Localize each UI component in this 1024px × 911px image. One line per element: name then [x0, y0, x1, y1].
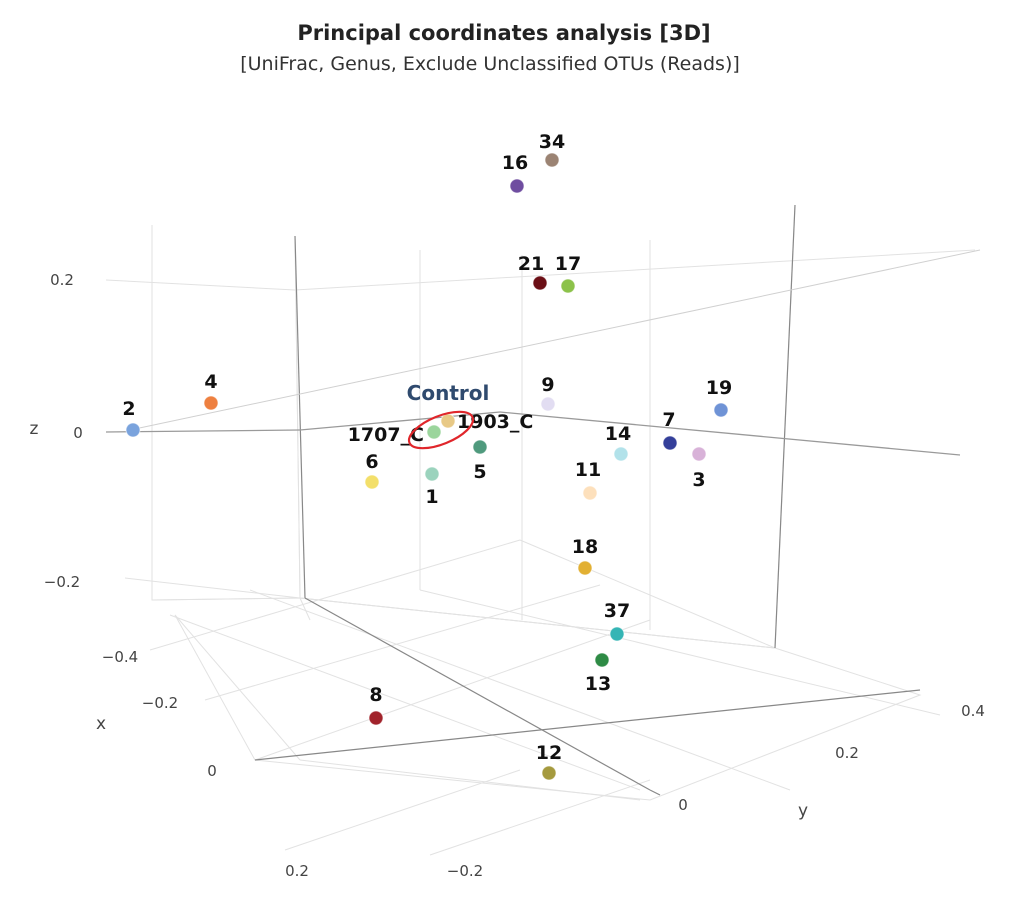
z-tick-label: 0.2 — [50, 271, 74, 289]
zero-plane-right — [499, 411, 961, 456]
x-tick-label: 0 — [207, 762, 217, 780]
x-tick-label: −0.4 — [102, 648, 138, 666]
grid-edge-1 — [299, 597, 311, 621]
point-label-1: 1 — [425, 486, 438, 508]
point-label-8: 8 — [369, 684, 382, 706]
floor-front-axis — [254, 689, 921, 761]
point-label-11: 11 — [575, 459, 601, 481]
point-label-18: 18 — [572, 536, 598, 558]
floor-plane — [151, 597, 922, 801]
grid-z-m02-left — [124, 577, 301, 599]
axis-ticks: 0.2 0 −0.2 −0.4 −0.2 0 0.2 −0.2 0 0.2 0.4 z x y — [30, 271, 985, 880]
control-label: Control — [407, 381, 490, 405]
grid-floor-7 — [519, 539, 776, 649]
z-axis-title: z — [30, 419, 39, 439]
point-21 — [532, 275, 548, 291]
x-axis-title: x — [96, 714, 106, 734]
y-tick-label: −0.2 — [447, 862, 483, 880]
point-14 — [613, 446, 629, 462]
point-label-7: 7 — [662, 409, 675, 431]
control-annotation: Control — [407, 381, 490, 450]
point-11 — [582, 485, 598, 501]
point-19 — [713, 402, 729, 418]
point-label-13: 13 — [585, 673, 611, 695]
grid-floor-6 — [419, 589, 941, 716]
grid-z-02-left — [105, 279, 296, 291]
point-label-4: 4 — [204, 371, 217, 393]
point-label-9: 9 — [541, 374, 554, 396]
point-label-3: 3 — [692, 469, 705, 491]
point-label-6: 6 — [365, 451, 378, 473]
point-label-34: 34 — [539, 131, 565, 153]
chart-subtitle: [UniFrac, Genus, Exclude Unclassified OT… — [240, 53, 740, 75]
point-6 — [364, 474, 380, 490]
grid-edge-2 — [174, 614, 301, 761]
vertical-axis-right — [774, 204, 796, 649]
point-4 — [203, 395, 219, 411]
point-18 — [577, 560, 593, 576]
point-label-19: 19 — [706, 377, 732, 399]
point-label-14: 14 — [605, 423, 631, 445]
y-tick-label: 0.2 — [835, 744, 859, 762]
point-1903_C — [440, 413, 456, 429]
point-label-5: 5 — [473, 461, 486, 483]
plot-scene — [105, 204, 981, 856]
point-7 — [662, 435, 678, 451]
z-tick-label: 0 — [73, 424, 83, 442]
zero-plane-mid — [299, 411, 501, 431]
point-17 — [560, 278, 576, 294]
point-37 — [609, 626, 625, 642]
chart-title: Principal coordinates analysis [3D] — [297, 21, 710, 45]
z-tick-label: −0.2 — [44, 573, 80, 591]
point-2 — [125, 422, 141, 438]
grid-floor-9 — [284, 769, 521, 851]
point-9 — [540, 396, 556, 412]
point-8 — [368, 710, 384, 726]
grid-z-02-right — [294, 249, 976, 291]
back-wall-left — [151, 225, 301, 601]
point-label-1707_C: 1707_C — [348, 424, 424, 446]
point-16 — [509, 178, 525, 194]
y-tick-label: 0.4 — [961, 702, 985, 720]
control-ring — [407, 410, 475, 450]
y-axis-title: y — [798, 801, 808, 821]
grid-floor-3 — [254, 619, 651, 761]
grid-floor-10 — [429, 779, 651, 856]
point-label-1903_C: 1903_C — [457, 411, 533, 433]
grid-floor-8 — [299, 759, 641, 801]
y-tick-label: 0 — [678, 796, 688, 814]
point-3 — [691, 446, 707, 462]
point-label-12: 12 — [536, 742, 562, 764]
point-label-17: 17 — [555, 253, 581, 275]
point-1 — [424, 466, 440, 482]
point-12 — [541, 765, 557, 781]
point-13 — [594, 652, 610, 668]
point-label-2: 2 — [122, 398, 135, 420]
grid-floor-5 — [249, 589, 791, 791]
point-label-37: 37 — [604, 600, 630, 622]
grid-floor-2 — [204, 584, 601, 701]
floor-corner — [649, 789, 661, 796]
grid-floor-4 — [169, 614, 641, 791]
grid-z-m02-right — [299, 597, 776, 649]
top-edge-line — [129, 249, 981, 431]
point-label-16: 16 — [502, 152, 528, 174]
point-label-21: 21 — [518, 253, 544, 275]
point-34 — [544, 152, 560, 168]
grid-floor-1 — [149, 539, 521, 651]
point-1707_C — [426, 424, 442, 440]
vertical-axis-left — [294, 235, 306, 599]
point-5 — [472, 439, 488, 455]
x-tick-label: 0.2 — [285, 862, 309, 880]
floor-diagonal-axis — [304, 597, 651, 791]
x-tick-label: −0.2 — [142, 694, 178, 712]
